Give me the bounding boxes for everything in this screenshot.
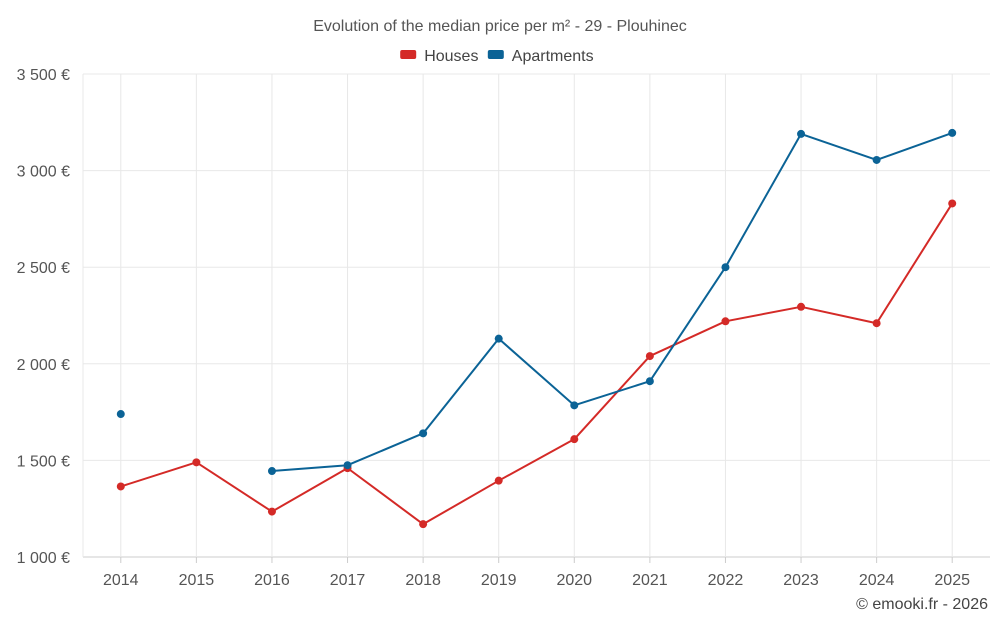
series-apartments — [116, 128, 957, 476]
data-point-apartments-2023[interactable] — [797, 129, 806, 138]
series-line-houses — [120, 202, 954, 526]
y-tick-label: 2 000 € — [17, 357, 70, 374]
legend-swatch-houses — [400, 50, 417, 59]
y-tick-label: 3 500 € — [17, 67, 70, 84]
x-tick-label: 2016 — [254, 572, 290, 589]
x-tick-label: 2018 — [405, 572, 441, 589]
data-point-apartments-2016[interactable] — [267, 467, 276, 476]
data-point-houses-2020[interactable] — [570, 435, 579, 444]
x-tick-label: 2024 — [859, 572, 895, 589]
data-point-houses-2015[interactable] — [192, 458, 201, 467]
legend-swatch-apartments — [487, 50, 504, 59]
x-tick-label: 2022 — [708, 572, 744, 589]
data-point-apartments-2014[interactable] — [116, 410, 125, 419]
data-point-houses-2014[interactable] — [116, 482, 125, 491]
data-point-houses-2024[interactable] — [872, 319, 881, 328]
x-tick-label: 2014 — [103, 572, 139, 589]
legend-label-houses: Houses — [424, 48, 478, 65]
x-tick-label: 2020 — [556, 572, 592, 589]
series-line-apartments — [271, 131, 953, 473]
data-point-houses-2019[interactable] — [494, 476, 503, 485]
x-tick-label: 2015 — [179, 572, 215, 589]
data-point-apartments-2024[interactable] — [872, 155, 881, 164]
data-point-apartments-2018[interactable] — [419, 429, 428, 438]
data-point-apartments-2022[interactable] — [721, 263, 730, 272]
x-tick-label: 2019 — [481, 572, 517, 589]
x-axis: 2014 2015 2016 2017 2018 2019 2020 2021 2022 2023… — [103, 557, 970, 589]
y-tick-label: 3 000 € — [17, 164, 70, 181]
data-point-apartments-2019[interactable] — [494, 334, 503, 343]
grid — [82, 73, 990, 558]
legend-item-apartments[interactable]: Apartments — [487, 48, 594, 65]
legend[interactable]: Houses Apartments — [400, 48, 594, 65]
series-layer — [116, 128, 957, 529]
data-point-houses-2021[interactable] — [645, 352, 654, 361]
data-point-houses-2018[interactable] — [419, 520, 428, 529]
data-point-apartments-2021[interactable] — [645, 377, 654, 386]
x-tick-label: 2025 — [934, 572, 970, 589]
data-point-houses-2023[interactable] — [797, 302, 806, 311]
x-tick-label: 2017 — [330, 572, 366, 589]
data-point-apartments-2017[interactable] — [343, 461, 352, 470]
y-tick-label: 2 500 € — [17, 260, 70, 277]
data-point-houses-2022[interactable] — [721, 317, 730, 326]
data-point-apartments-2025[interactable] — [948, 128, 957, 137]
data-point-houses-2025[interactable] — [948, 199, 957, 208]
x-tick-label: 2023 — [783, 572, 819, 589]
y-axis: 1 000 € 1 500 € 2 000 € 2 500 € 3 000 € 3 500… — [17, 67, 70, 567]
x-tick-label: 2021 — [632, 572, 668, 589]
legend-item-houses[interactable]: Houses — [400, 48, 478, 65]
legend-label-apartments: Apartments — [512, 48, 594, 65]
y-tick-label: 1 500 € — [17, 453, 70, 470]
data-point-houses-2016[interactable] — [267, 507, 276, 516]
credit-text: © emooki.fr - 2026 — [856, 596, 988, 613]
chart-title: Evolution of the median price per m² - 2… — [313, 18, 687, 35]
data-point-apartments-2020[interactable] — [570, 401, 579, 410]
y-tick-label: 1 000 € — [17, 550, 70, 567]
